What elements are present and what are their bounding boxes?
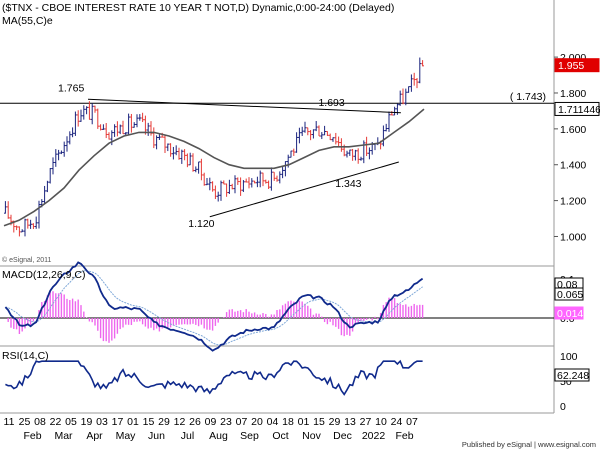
date-tick-1: 25 — [19, 416, 31, 428]
date-tick-18: 18 — [282, 416, 294, 428]
rsi-tag-box-0 — [554, 368, 590, 382]
macd-title: MACD(12,26,9,C) — [2, 269, 85, 281]
date-tick-11: 12 — [174, 416, 186, 428]
macd-tag-1: 0.065 — [557, 289, 583, 301]
date-tick-9: 15 — [143, 416, 155, 428]
price-tag-0: 1.955 — [558, 60, 584, 72]
price-axis-label-2: 1.600 — [560, 124, 586, 136]
resistance-trendline — [87, 98, 401, 114]
rsi-line — [5, 359, 423, 396]
price-axis-label-1: 1.800 — [560, 88, 586, 100]
date-tick-24: 10 — [375, 416, 387, 428]
date-tick-4: 05 — [65, 416, 77, 428]
month-label-12: Feb — [395, 430, 413, 442]
panel-frames — [0, 0, 555, 414]
price-panel: 1.765 1.693 1.343 1.120 — [0, 57, 554, 237]
month-label-11: 2022 — [362, 430, 386, 442]
date-tick-23: 27 — [360, 416, 372, 428]
rsi-tag-0: 62.248 — [557, 370, 589, 382]
price-tag-1: 1.711446 — [558, 104, 600, 116]
price-tag-box-1 — [554, 101, 600, 116]
date-tick-20: 15 — [313, 416, 325, 428]
date-tick-6: 03 — [96, 416, 108, 428]
macd-tag-box-1 — [554, 287, 584, 301]
reference-level-label: ( 1.743) — [510, 91, 546, 103]
rsi-axis-tick-2: 0 — [560, 401, 566, 413]
date-tick-0: 11 — [4, 416, 15, 428]
date-tick-26: 07 — [406, 416, 418, 428]
price-axis-label-5: 1.000 — [560, 231, 586, 243]
support-trendline — [209, 161, 399, 218]
price-annotation-1.343: 1.343 — [335, 178, 361, 190]
moving-average-line — [3, 108, 425, 227]
date-tick-16: 20 — [251, 416, 263, 428]
chart-title: ($TNX - CBOE INTEREST RATE 10 YEAR T NOT… — [2, 2, 394, 14]
date-tick-17: 04 — [267, 416, 279, 428]
date-tick-3: 22 — [50, 416, 62, 428]
ma-study-label: MA(55,C)e — [2, 15, 53, 27]
date-tick-22: 13 — [344, 416, 356, 428]
date-tick-2: 08 — [34, 416, 46, 428]
date-tick-25: 24 — [391, 416, 403, 428]
macd-tag-box-2 — [554, 306, 584, 320]
copyright-label: © eSignal, 2011 — [2, 256, 52, 264]
month-label-9: Nov — [302, 430, 321, 442]
macd-signal-line — [5, 270, 423, 346]
rsi-panel: 100 50 0 62.248 — [5, 351, 590, 413]
price-annotation-1.120: 1.120 — [188, 218, 214, 230]
rsi-title: RSI(14,C) — [2, 350, 49, 362]
month-label-7: Sep — [240, 430, 259, 442]
date-tick-8: 01 — [127, 416, 139, 428]
price-axis-label-4: 1.200 — [560, 196, 586, 208]
month-label-2: Apr — [86, 430, 103, 442]
price-axis-label-3: 1.400 — [560, 160, 586, 172]
price-annotation-1.693: 1.693 — [318, 97, 344, 109]
month-label-1: Mar — [54, 430, 73, 442]
price-annotation-1.765: 1.765 — [58, 82, 84, 94]
month-label-5: Jul — [181, 430, 194, 442]
date-tick-15: 07 — [236, 416, 248, 428]
rsi-axis-tick-1: 50 — [560, 376, 572, 388]
date-tick-7: 17 — [112, 416, 124, 428]
month-label-3: May — [116, 430, 137, 442]
date-tick-13: 09 — [205, 416, 217, 428]
month-label-8: Oct — [272, 430, 288, 442]
date-tick-12: 26 — [189, 416, 201, 428]
rsi-axis-tick-0: 100 — [560, 351, 578, 363]
month-label-6: Aug — [209, 430, 228, 442]
date-tick-5: 19 — [81, 416, 93, 428]
footer-credit: Published by eSignal | www.esignal.com — [462, 440, 596, 449]
date-tick-10: 29 — [158, 416, 170, 428]
date-tick-14: 23 — [220, 416, 232, 428]
date-tick-19: 01 — [298, 416, 310, 428]
macd-line — [4, 261, 424, 352]
month-label-0: Feb — [23, 430, 41, 442]
date-tick-21: 29 — [329, 416, 341, 428]
macd-tag-2: 0.014 — [557, 308, 583, 320]
month-label-10: Dec — [333, 430, 352, 442]
price-tag-box-0 — [554, 58, 600, 73]
time-axis: 11 25 08 22 05 19 03 17 01 15 29 12 26 09 23 07 20 04 18 01… — [4, 416, 418, 442]
month-label-4: Jun — [148, 430, 165, 442]
